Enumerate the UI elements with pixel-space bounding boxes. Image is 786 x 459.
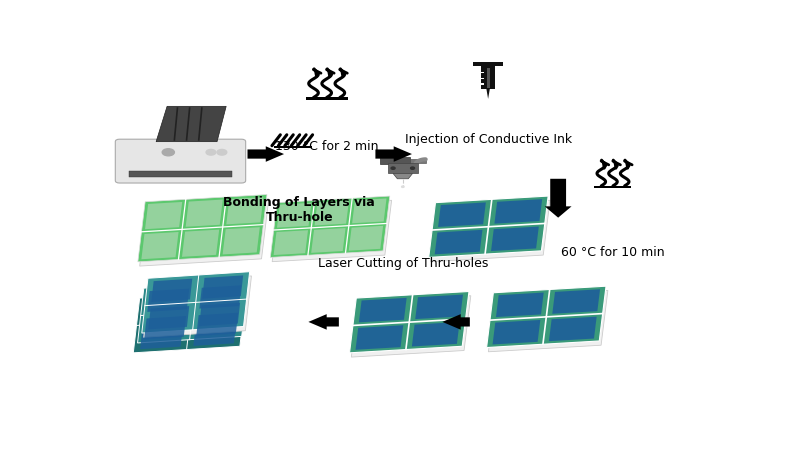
Polygon shape (248, 146, 284, 162)
Bar (410, 159, 426, 163)
Polygon shape (311, 228, 346, 253)
Polygon shape (149, 306, 189, 330)
Polygon shape (196, 313, 238, 336)
Polygon shape (226, 197, 263, 224)
Bar (473, 62, 503, 67)
Polygon shape (134, 291, 246, 353)
Bar (306, 97, 347, 100)
Polygon shape (487, 286, 606, 347)
Bar (387, 163, 418, 174)
Polygon shape (270, 196, 390, 257)
Polygon shape (487, 89, 490, 99)
Polygon shape (488, 291, 608, 352)
Polygon shape (359, 298, 406, 322)
Polygon shape (308, 314, 339, 330)
Bar (481, 67, 495, 89)
Polygon shape (438, 202, 486, 227)
Polygon shape (272, 200, 391, 262)
Polygon shape (140, 326, 183, 349)
FancyBboxPatch shape (116, 139, 246, 183)
Text: Laser Cutting of Thru-holes: Laser Cutting of Thru-holes (318, 257, 488, 269)
Polygon shape (431, 200, 550, 262)
Bar (274, 146, 312, 148)
Polygon shape (393, 174, 413, 179)
Polygon shape (443, 314, 470, 330)
Polygon shape (156, 106, 226, 142)
Polygon shape (491, 227, 539, 251)
Circle shape (391, 167, 395, 169)
Text: Bonding of Layers via
Thru-hole: Bonding of Layers via Thru-hole (223, 196, 375, 224)
Polygon shape (202, 275, 243, 299)
Circle shape (217, 150, 227, 155)
Circle shape (162, 149, 174, 156)
Polygon shape (549, 317, 597, 341)
Bar (380, 157, 410, 164)
Polygon shape (415, 295, 463, 319)
Bar (481, 78, 484, 79)
Polygon shape (352, 198, 387, 223)
Polygon shape (314, 201, 349, 225)
Polygon shape (553, 289, 600, 314)
Text: 130 °C for 2 min: 130 °C for 2 min (275, 140, 378, 153)
Bar (487, 68, 490, 88)
Polygon shape (145, 202, 182, 229)
Polygon shape (152, 279, 193, 302)
Polygon shape (193, 323, 237, 346)
Polygon shape (496, 292, 544, 317)
Polygon shape (140, 199, 269, 266)
Polygon shape (141, 272, 250, 333)
Polygon shape (138, 195, 267, 262)
Polygon shape (435, 230, 483, 254)
Polygon shape (199, 303, 240, 326)
Polygon shape (355, 325, 403, 350)
Circle shape (410, 167, 414, 169)
Polygon shape (182, 230, 219, 257)
Bar (481, 84, 484, 85)
Polygon shape (143, 298, 186, 322)
Circle shape (206, 150, 216, 155)
Polygon shape (350, 291, 469, 353)
Polygon shape (185, 200, 223, 227)
Polygon shape (147, 289, 189, 312)
Text: 60 °C for 10 min: 60 °C for 10 min (561, 246, 665, 259)
Bar (481, 72, 484, 73)
Polygon shape (376, 146, 412, 162)
Text: Injection of Conductive Ink: Injection of Conductive Ink (405, 133, 571, 146)
Polygon shape (196, 295, 240, 319)
Polygon shape (349, 226, 383, 251)
Polygon shape (138, 281, 248, 343)
Polygon shape (144, 276, 252, 337)
Polygon shape (277, 203, 311, 228)
Polygon shape (141, 232, 178, 259)
Polygon shape (351, 296, 471, 357)
Polygon shape (144, 316, 186, 339)
Polygon shape (494, 199, 542, 224)
Polygon shape (493, 320, 540, 344)
Polygon shape (545, 179, 571, 218)
Circle shape (402, 186, 404, 187)
Polygon shape (412, 322, 460, 347)
Polygon shape (274, 230, 308, 255)
Polygon shape (222, 227, 260, 254)
Polygon shape (428, 196, 548, 257)
Bar (594, 186, 631, 188)
Polygon shape (200, 285, 241, 308)
Bar (129, 171, 233, 177)
